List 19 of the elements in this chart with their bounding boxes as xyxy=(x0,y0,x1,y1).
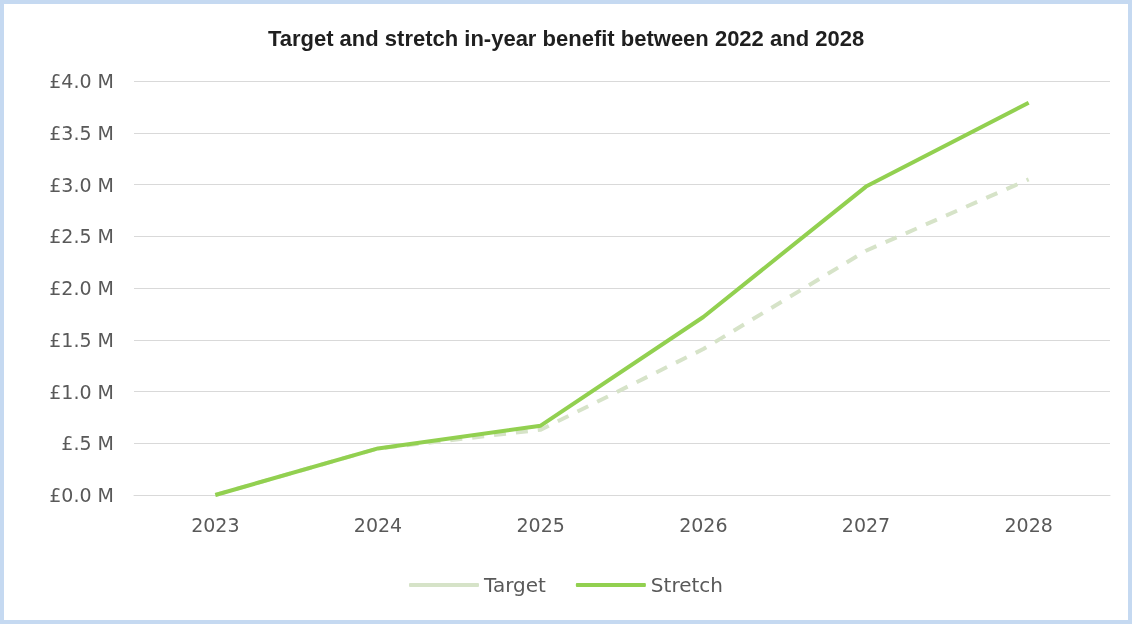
x-tick-label: 2025 xyxy=(516,513,565,536)
y-tick-label: £2.0 M xyxy=(49,277,114,299)
y-tick-label: £3.0 M xyxy=(49,173,114,196)
chart-title: Target and stretch in-year benefit between 2022 and 2028 xyxy=(267,25,865,51)
x-tick-label: 2023 xyxy=(191,513,240,536)
y-tick-label: £2.5 M xyxy=(49,225,114,248)
x-tick-label: 2028 xyxy=(1004,513,1053,536)
legend-label: Stretch xyxy=(650,573,724,597)
x-tick-label: 2026 xyxy=(679,513,728,536)
line-series xyxy=(213,100,1031,497)
y-tick-label: £1.0 M xyxy=(49,380,114,403)
x-tick-label: 2027 xyxy=(841,513,891,536)
y-tick-label: £1.5 M xyxy=(49,328,114,351)
legend-label: Target xyxy=(482,573,547,597)
y-tick-label: £.5 M xyxy=(61,432,114,455)
y-tick-label: £3.5 M xyxy=(49,121,114,144)
y-tick-label: £0.0 M xyxy=(49,484,114,506)
x-tick-label: 2024 xyxy=(353,513,403,536)
y-tick-label: £4.0 M xyxy=(49,70,114,92)
